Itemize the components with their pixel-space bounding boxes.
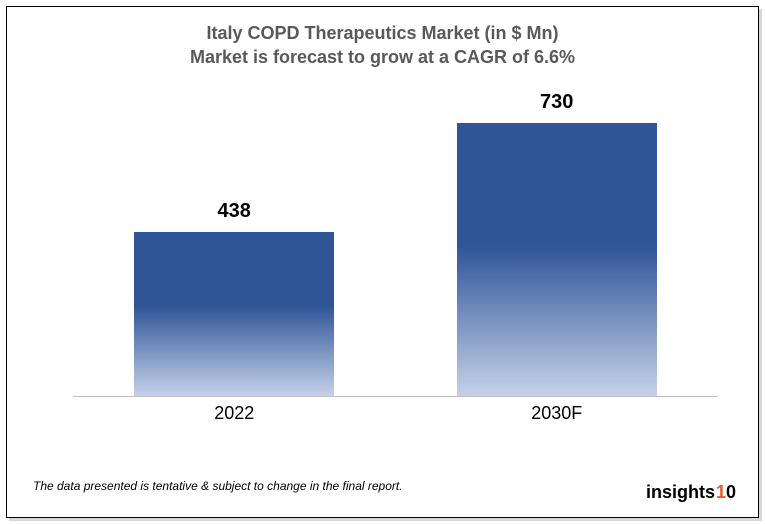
brand-ten-zero: 0 [726, 482, 736, 502]
brand-ten-one: 1 [716, 482, 726, 502]
bar-2030F: 730 [457, 123, 657, 396]
footnote-text: The data presented is tentative & subjec… [33, 479, 403, 493]
chart-frame: Italy COPD Therapeutics Market (in $ Mn)… [6, 6, 759, 518]
brand-logo: insights 10 [646, 482, 736, 503]
plot-area: 438 730 [73, 97, 718, 397]
chart-title: Italy COPD Therapeutics Market (in $ Mn)… [7, 7, 758, 70]
x-axis-labels: 2022 2030F [73, 403, 718, 429]
bar-value-label: 730 [457, 91, 657, 114]
bar-value-label: 438 [134, 200, 334, 223]
x-label-2030F: 2030F [457, 403, 657, 424]
brand-ten: 10 [716, 482, 736, 503]
title-line-2: Market is forecast to grow at a CAGR of … [7, 45, 758, 69]
brand-word: insights [646, 482, 715, 503]
title-line-1: Italy COPD Therapeutics Market (in $ Mn) [7, 21, 758, 45]
bar-2022: 438 [134, 232, 334, 396]
x-label-2022: 2022 [134, 403, 334, 424]
